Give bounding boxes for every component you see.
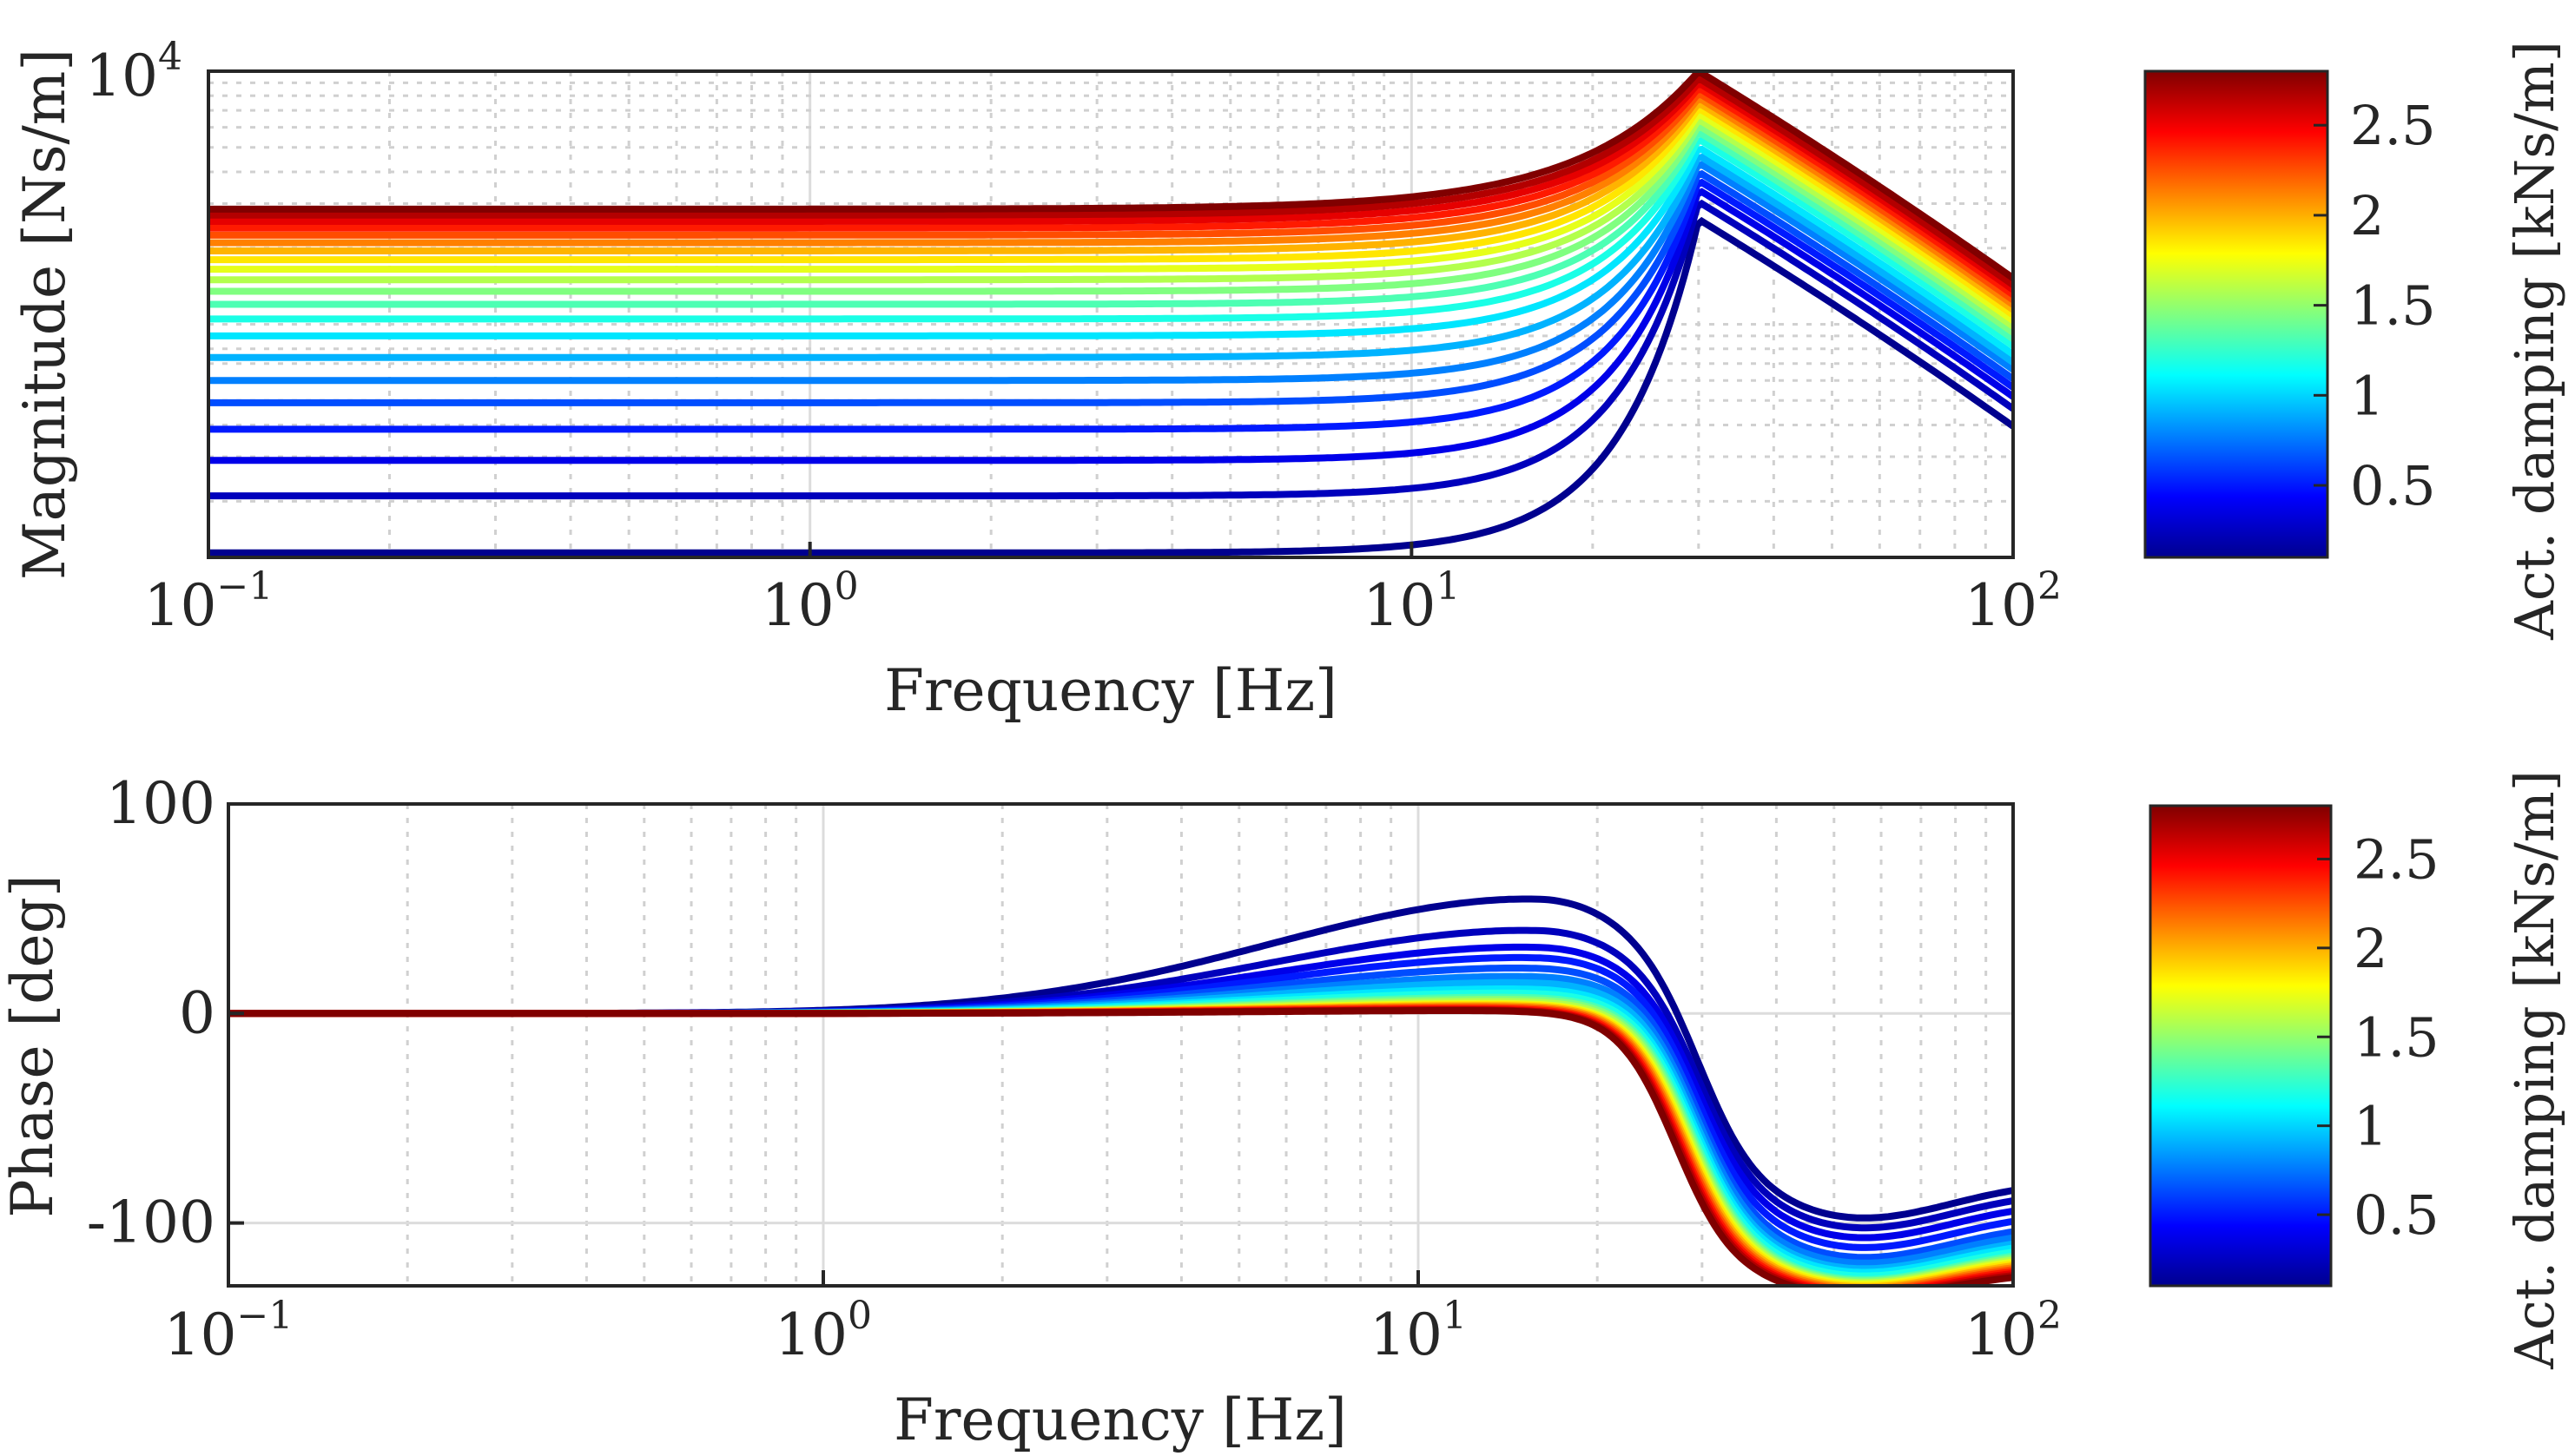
colorbar-bottom: 0.5 1 1.5 2 2.5 Act. damping [kNs/m] (2149, 770, 2566, 1370)
magnitude-y-tick-labels: 104 (85, 35, 182, 109)
colorbar-top-gradient (2143, 69, 2329, 559)
magnitude-series-line (208, 161, 2013, 385)
colorbar-top: 0.5 1 1.5 2 2.5 Act. damping [kNs/m] (2143, 41, 2566, 641)
magnitude-series-line (208, 123, 2013, 336)
magnitude-x-axis-label: Frequency [Hz] (884, 657, 1337, 724)
phase-x-tick-label: 102 (1964, 1294, 2062, 1368)
magnitude-series-line (208, 145, 2013, 358)
colorbar-tick-label: 2 (2350, 184, 2384, 247)
magnitude-series-line (208, 130, 2013, 342)
magnitude-series-line (208, 117, 2013, 330)
magnitude-x-tick-label: 10−1 (144, 564, 274, 639)
magnitude-axes-box (207, 69, 2015, 559)
magnitude-y-tick-label: 104 (85, 35, 182, 109)
colorbar-tick-label: 0.5 (2354, 1183, 2440, 1247)
colorbar-tick-label: 1.5 (2350, 274, 2436, 338)
colorbar-top-ticks: 0.5 1 1.5 2 2.5 (2314, 94, 2436, 517)
magnitude-series-line (208, 188, 2013, 464)
magnitude-series-line (208, 106, 2013, 319)
phase-y-tick-label: -100 (87, 1189, 215, 1256)
phase-x-tick-label: 10−1 (164, 1294, 294, 1368)
phase-y-tick-label: 0 (179, 979, 215, 1046)
phase-x-tick-labels: 10−1 100 101 102 (164, 1270, 2062, 1368)
magnitude-series-line (208, 80, 2013, 293)
phase-x-tick-label: 101 (1370, 1294, 1467, 1368)
magnitude-plot: 10−1 100 101 102 104 Frequency [Hz] Magnitu… (11, 35, 2062, 724)
phase-plot: 10−1 100 101 102 100 0 -100 Frequency [Hz] Ph… (0, 770, 2062, 1453)
magnitude-series-line (208, 137, 2013, 349)
magnitude-series-line (208, 199, 2013, 500)
magnitude-series-line (208, 153, 2013, 366)
colorbar-tick-label: 2.5 (2350, 94, 2436, 157)
phase-y-axis-label: Phase [deg] (0, 874, 66, 1217)
phase-y-tick-labels: 100 0 -100 (87, 770, 244, 1256)
magnitude-series-line (208, 169, 2013, 406)
magnitude-x-tick-labels: 10−1 100 101 102 (144, 542, 2062, 639)
magnitude-x-tick-label: 102 (1964, 564, 2062, 639)
magnitude-series-line (208, 76, 2013, 288)
magnitude-y-axis-label: Magnitude [Ns/m] (11, 49, 78, 580)
colorbar-tick-label: 2 (2354, 917, 2387, 980)
colorbar-top-label: Act. damping [kNs/m] (2503, 41, 2566, 641)
colorbar-bottom-label: Act. damping [kNs/m] (2503, 770, 2566, 1370)
magnitude-series-line (208, 178, 2013, 433)
magnitude-series-line (208, 112, 2013, 324)
magnitude-x-tick-label: 101 (1363, 564, 1460, 639)
magnitude-series-line (208, 90, 2013, 303)
colorbar-tick-label: 1 (2354, 1095, 2387, 1158)
colorbar-tick-label: 1.5 (2354, 1005, 2440, 1069)
colorbar-tick-label: 0.5 (2350, 454, 2436, 517)
colorbar-tick-label: 1 (2350, 364, 2384, 427)
magnitude-series-line (208, 71, 2013, 281)
phase-series-line (228, 1007, 2013, 1286)
magnitude-series (208, 71, 2013, 557)
colorbar-bottom-gradient (2149, 804, 2333, 1288)
magnitude-series-line (208, 96, 2013, 308)
phase-x-axis-label: Frequency [Hz] (894, 1387, 1347, 1453)
colorbar-tick-label: 2.5 (2354, 827, 2440, 891)
phase-axes-box (227, 802, 2015, 1288)
colorbar-bottom-ticks: 0.5 1 1.5 2 2.5 (2317, 827, 2440, 1247)
magnitude-x-tick-label: 100 (762, 564, 859, 639)
magnitude-series-line (208, 101, 2013, 313)
phase-y-tick-label: 100 (106, 770, 215, 837)
phase-series (228, 895, 2013, 1286)
magnitude-series-line (208, 216, 2013, 557)
phase-x-tick-label: 100 (775, 1294, 872, 1368)
magnitude-series-line (208, 85, 2013, 298)
